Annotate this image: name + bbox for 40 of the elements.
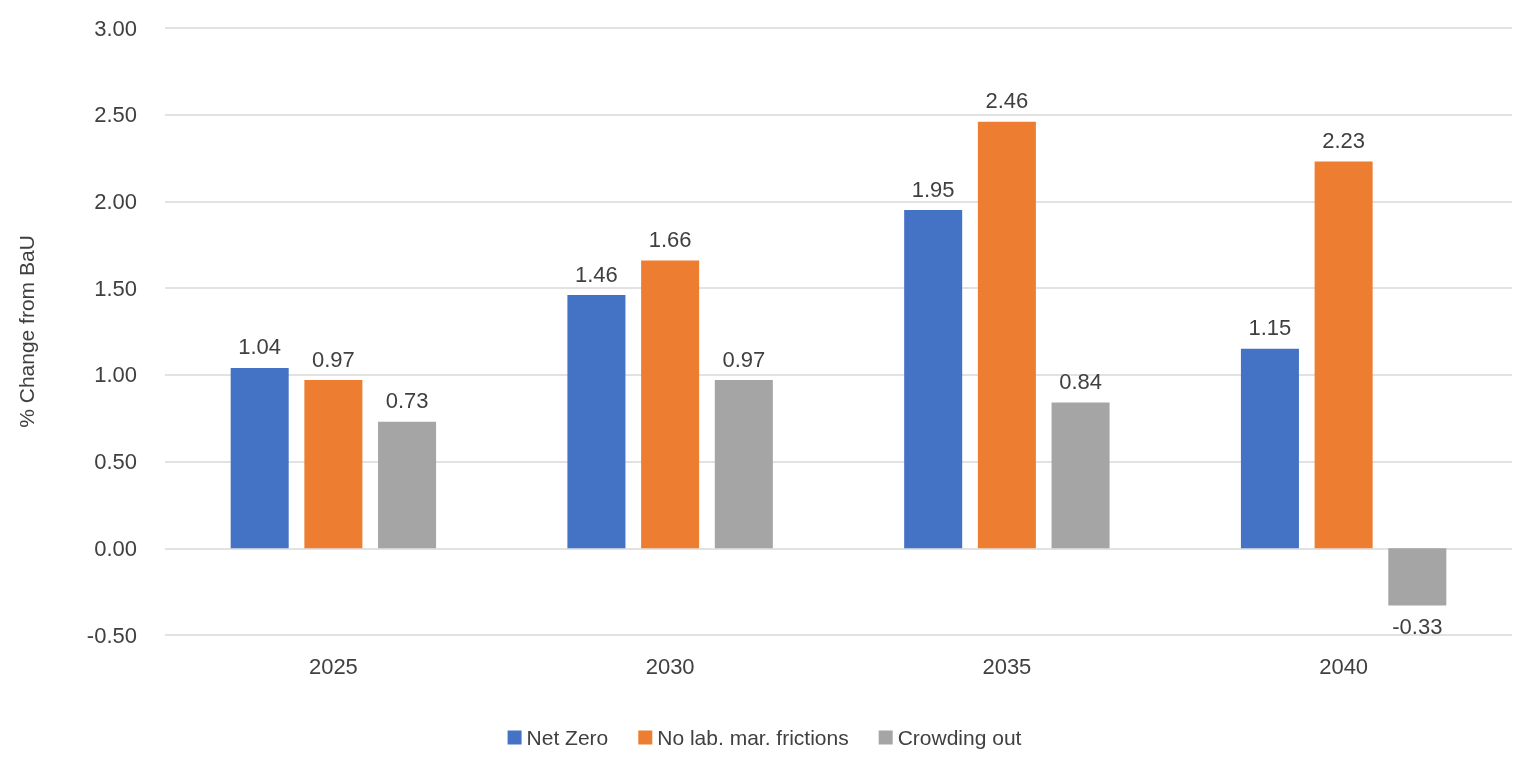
x-tick-label: 2025 (308, 653, 358, 679)
data-label: 0.84 (1059, 369, 1102, 395)
y-tick-label: 1.00 (94, 362, 137, 388)
bar (1314, 161, 1373, 549)
bar (977, 121, 1036, 549)
legend-label: Crowding out (897, 726, 1022, 749)
data-label: 0.73 (385, 388, 429, 414)
data-label: 0.97 (311, 346, 355, 372)
data-label: 1.46 (575, 261, 618, 287)
legend-label: Net Zero (526, 726, 609, 749)
bar (567, 295, 626, 549)
bar (714, 380, 773, 549)
bar (304, 380, 363, 549)
y-tick-label: 3.00 (94, 15, 137, 41)
bar (641, 260, 700, 549)
y-tick-label: 2.50 (94, 102, 137, 128)
data-label: 1.15 (1248, 315, 1292, 341)
bar (904, 210, 963, 549)
bar (378, 421, 437, 549)
y-axis-title: % Change from BaU (15, 235, 38, 428)
x-tick-label: 2035 (982, 653, 1032, 679)
data-label: 0.97 (722, 346, 766, 372)
data-label: 2.46 (985, 88, 1029, 114)
data-label: 1.04 (238, 334, 282, 360)
bar (1240, 348, 1299, 549)
legend-label: No lab. mar. frictions (657, 726, 849, 749)
bar (230, 367, 289, 549)
data-label: 1.66 (648, 226, 692, 252)
y-tick-label: 2.00 (94, 188, 137, 214)
data-label: 2.23 (1322, 128, 1366, 154)
y-tick-label: 1.50 (94, 275, 137, 301)
y-tick-label: 0.00 (94, 535, 137, 561)
y-tick-label: -0.50 (86, 622, 137, 648)
bar (1051, 402, 1110, 549)
y-tick-label: 0.50 (94, 449, 137, 475)
data-label: -0.33 (1392, 614, 1443, 640)
data-label: 1.95 (911, 176, 955, 202)
bar (1388, 548, 1447, 606)
x-tick-label: 2030 (645, 653, 695, 679)
x-tick-label: 2040 (1319, 653, 1369, 679)
